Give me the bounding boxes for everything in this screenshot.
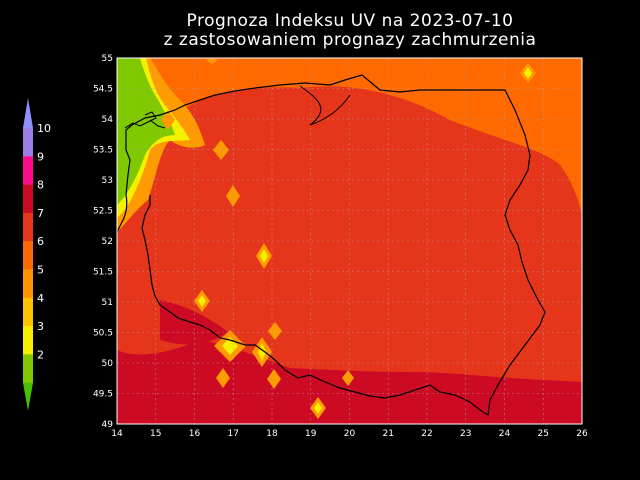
legend-swatch xyxy=(23,212,33,242)
lat-tick-label: 52.5 xyxy=(93,207,113,217)
lat-tick-label: 49.5 xyxy=(93,390,113,400)
legend-label: 5 xyxy=(37,264,44,277)
legend-swatch xyxy=(23,297,33,327)
legend-label: 10 xyxy=(37,122,51,135)
lat-tick-label: 53.5 xyxy=(93,146,113,156)
uv-spot xyxy=(226,185,240,207)
legend-bottom-arrow xyxy=(23,382,33,411)
lat-axis: 55 54.5 54 53.5 53 52.5 52 51.5 51 50.5 50 49.5 49 xyxy=(93,54,113,430)
legend-label: 9 xyxy=(37,150,44,163)
legend-label: 4 xyxy=(37,292,44,305)
uv-spot xyxy=(198,295,206,307)
legend-swatch xyxy=(23,184,33,214)
uv-spot xyxy=(161,110,175,130)
uv-spot xyxy=(267,369,281,389)
uv-spot xyxy=(524,67,532,79)
legend-label: 3 xyxy=(37,320,44,333)
uv-zone-2 xyxy=(117,58,175,205)
legend-swatch xyxy=(23,326,33,355)
legend-swatch xyxy=(23,269,33,299)
lon-tick-label: 20 xyxy=(344,429,356,439)
lon-tick-label: 15 xyxy=(150,429,161,439)
map-title-line2: z zastosowaniem prognazy zachmurzenia xyxy=(163,30,537,50)
lon-tick-label: 14 xyxy=(111,429,123,439)
legend-label: 8 xyxy=(37,179,44,192)
legend-swatch xyxy=(23,128,33,157)
lat-tick-label: 49 xyxy=(102,420,114,430)
lon-tick-label: 25 xyxy=(538,429,549,439)
legend-top-arrow xyxy=(23,98,33,128)
uv-spot xyxy=(216,368,230,388)
lon-tick-label: 19 xyxy=(305,429,317,439)
uv-spot xyxy=(342,370,354,386)
uv-spot xyxy=(260,249,268,263)
map-grid xyxy=(117,58,582,424)
uv-legend: 10 9 8 7 6 5 4 3 2 xyxy=(23,98,51,411)
lon-tick-label: 17 xyxy=(228,429,239,439)
poland-border xyxy=(116,74,546,417)
lat-tick-label: 50.5 xyxy=(93,329,113,339)
uv-spot xyxy=(258,343,266,361)
lat-tick-label: 51.5 xyxy=(93,268,113,278)
lon-tick-label: 18 xyxy=(266,429,278,439)
uv-spot xyxy=(314,402,322,414)
lon-tick-label: 26 xyxy=(576,429,588,439)
legend-label: 6 xyxy=(37,235,44,248)
lat-tick-label: 51 xyxy=(102,298,113,308)
legend-label: 7 xyxy=(37,207,44,220)
lon-tick-label: 16 xyxy=(189,429,201,439)
uv-spot xyxy=(213,140,229,160)
legend-label: 2 xyxy=(37,348,44,361)
coast-detail xyxy=(124,85,351,129)
legend-swatch xyxy=(23,241,33,270)
lon-tick-label: 22 xyxy=(421,429,432,439)
plot-frame xyxy=(116,57,583,425)
uv-spot xyxy=(268,322,282,340)
lat-tick-label: 50 xyxy=(102,359,114,369)
legend-swatch xyxy=(23,156,33,186)
lat-tick-label: 54 xyxy=(102,115,114,125)
lat-tick-label: 53 xyxy=(102,176,113,186)
lon-tick-label: 21 xyxy=(383,429,394,439)
uv-zone-8-west xyxy=(160,300,228,345)
map-title-line1: Prognoza Indeksu UV na 2023-07-10 xyxy=(186,11,514,31)
legend-swatch xyxy=(23,354,33,384)
lat-tick-label: 54.5 xyxy=(93,85,113,95)
lat-tick-label: 52 xyxy=(102,237,113,247)
lon-tick-label: 24 xyxy=(499,429,511,439)
lon-axis: 14 15 16 17 18 19 20 21 22 23 24 25 26 xyxy=(111,429,588,439)
lat-tick-label: 55 xyxy=(102,54,113,64)
uv-spot xyxy=(206,58,218,64)
lon-tick-label: 23 xyxy=(460,429,471,439)
